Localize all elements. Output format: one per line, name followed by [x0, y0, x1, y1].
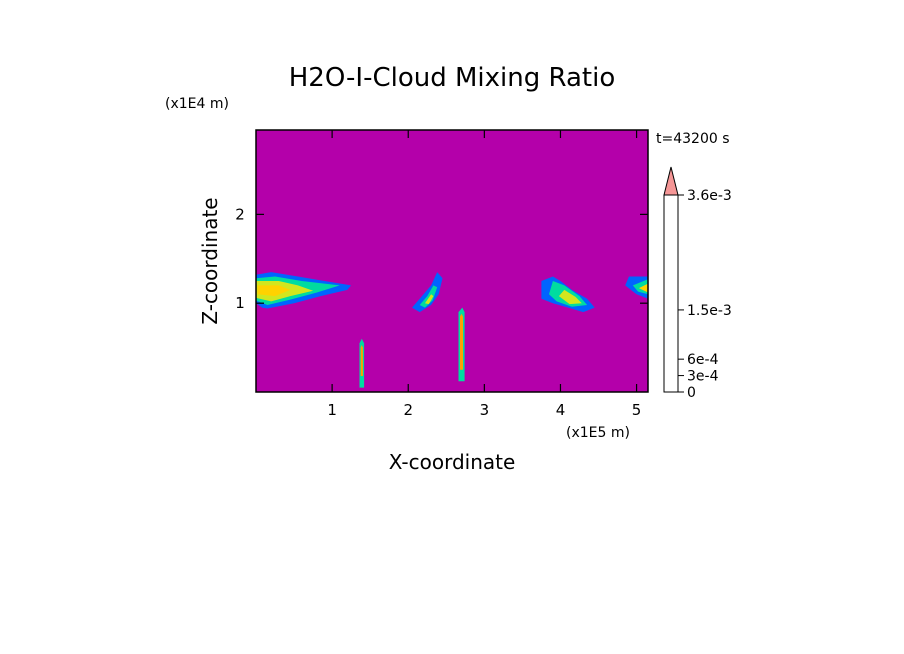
colorbar-label: 6e-4 — [687, 352, 719, 368]
x-axis-title: X-coordinate — [389, 450, 516, 474]
cloud-3-core — [558, 289, 582, 305]
cloud-left-peak — [257, 285, 291, 297]
colorbar-label: 3.6e-3 — [687, 188, 732, 204]
plot-frame — [255, 129, 649, 393]
colorbar-label: 1.5e-3 — [687, 303, 732, 319]
x-tick-label: 5 — [632, 401, 642, 419]
y-tick-label: 1 — [235, 294, 245, 312]
colorbar-label: 0 — [687, 385, 696, 401]
plot-area — [255, 129, 649, 393]
column-1-core — [360, 344, 363, 376]
cloud-2-mid — [419, 285, 438, 308]
x-tick-label: 3 — [480, 401, 490, 419]
colorbar-label: 3e-4 — [687, 369, 719, 385]
cloud-2-outer — [412, 272, 443, 313]
column-2-core — [460, 313, 463, 370]
colorbar-frame — [663, 194, 679, 393]
x-unit-label: (x1E5 m) — [566, 425, 630, 441]
y-tick-label: 2 — [235, 205, 245, 223]
time-label: t=43200 s — [656, 131, 730, 147]
plot-background — [256, 130, 648, 392]
colorbar — [663, 166, 679, 393]
x-tick-label: 1 — [327, 401, 337, 419]
x-tick-label: 2 — [403, 401, 413, 419]
x-tick-label: 4 — [556, 401, 566, 419]
cloud-right-core — [638, 283, 648, 293]
chart-title: H2O-I-Cloud Mixing Ratio — [289, 63, 616, 93]
y-unit-label: (x1E4 m) — [165, 96, 229, 112]
cloud-2-core — [425, 294, 434, 305]
y-axis-title: Z-coordinate — [198, 197, 222, 324]
colorbar-extend-arrow — [663, 166, 679, 196]
